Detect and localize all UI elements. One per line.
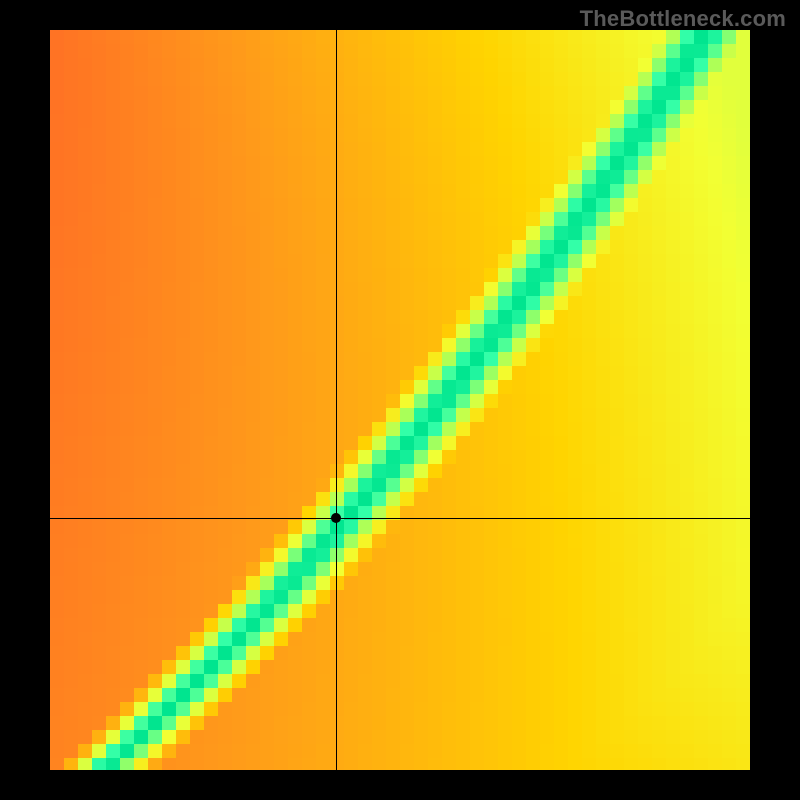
chart-container: TheBottleneck.com (0, 0, 800, 800)
heatmap-plot (50, 30, 750, 770)
heatmap-canvas (50, 30, 750, 770)
watermark-label: TheBottleneck.com (580, 6, 786, 32)
